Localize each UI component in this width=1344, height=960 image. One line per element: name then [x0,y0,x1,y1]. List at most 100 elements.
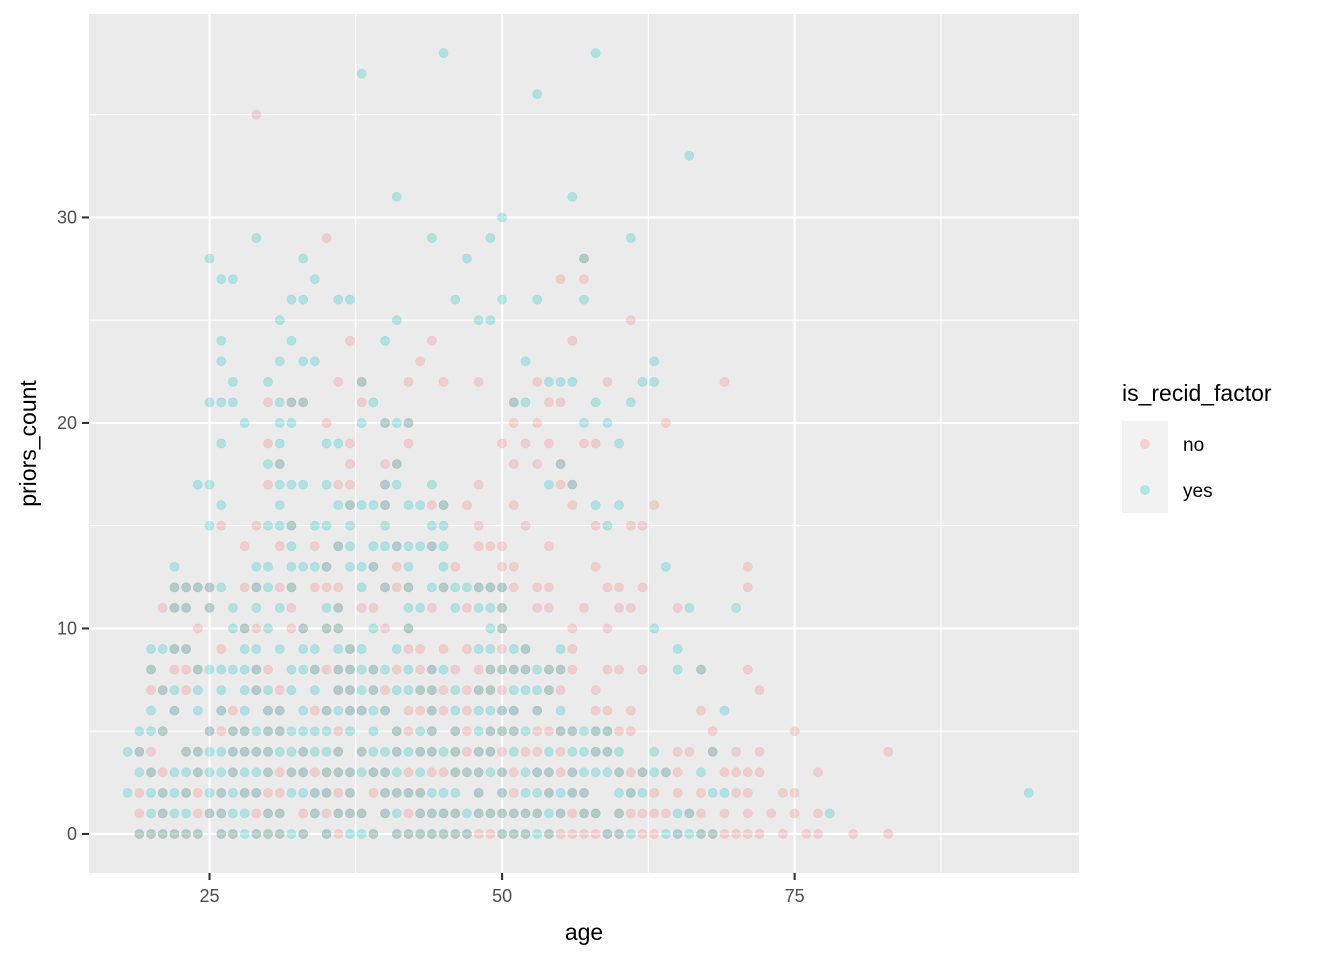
scatter-point [543,664,554,675]
scatter-point [368,726,379,737]
scatter-point [438,48,449,58]
scatter-point [286,787,297,798]
scatter-point [462,746,472,757]
x-axis-title: age [565,919,603,945]
scatter-point [696,767,706,778]
scatter-point [508,808,519,819]
scatter-point [590,520,601,531]
scatter-point [508,500,519,511]
scatter-point [333,376,344,387]
scatter-point [450,808,461,819]
scatter-point [883,829,894,839]
scatter-point [263,746,273,757]
scatter-point [403,726,414,737]
scatter-point [321,561,332,572]
scatter-point [731,767,742,778]
scatter-point [380,582,390,593]
scatter-point [415,829,426,839]
scatter-point [216,520,227,531]
scatter-point [497,726,507,737]
scatter-point [263,520,273,531]
scatter-point [485,685,496,696]
scatter-point [274,726,285,737]
scatter-point [345,685,355,696]
scatter-point [216,787,227,798]
scatter-point [672,829,683,839]
scatter-point [286,726,297,737]
scatter-point [356,746,367,757]
scatter-point [391,191,402,202]
scatter-point [497,808,507,819]
scatter-point [192,685,203,696]
scatter-point [532,705,543,716]
scatter-point [590,685,601,696]
scatter-point [286,603,297,613]
scatter-point [754,829,765,839]
scatter-point [169,829,180,839]
scatter-point [508,829,519,839]
scatter-point [192,664,203,675]
scatter-point [403,746,414,757]
scatter-point [169,705,180,716]
scatter-point [321,582,332,593]
scatter-point [696,829,706,839]
scatter-point [309,808,320,819]
scatter-point [333,541,344,552]
scatter-point [286,582,297,593]
scatter-point [497,582,507,593]
scatter-point [450,603,461,613]
scatter-point [286,767,297,778]
scatter-point [380,582,390,593]
scatter-point [473,685,484,696]
scatter-point [309,664,320,675]
scatter-point [614,787,625,798]
scatter-point [403,664,414,675]
scatter-point [602,623,613,634]
scatter-point [415,541,426,552]
scatter-point [157,787,168,798]
scatter-point [532,829,543,839]
scatter-point [251,746,262,757]
scatter-point [555,644,566,654]
scatter-point [228,787,238,798]
y-axis-title: priors_count [15,380,41,507]
scatter-point [134,808,145,819]
scatter-point [473,767,484,778]
scatter-point [754,685,765,696]
scatter-point [309,787,320,798]
scatter-point [415,808,426,819]
scatter-point [696,664,706,675]
scatter-point [426,541,437,552]
scatter-point [157,726,168,737]
scatter-point [251,623,262,634]
scatter-point [192,829,203,839]
scatter-point [614,767,625,778]
scatter-point [181,603,192,613]
scatter-point [438,644,449,654]
scatter-point [309,582,320,593]
scatter-point [637,664,648,675]
scatter-point [298,664,309,675]
scatter-point [579,438,589,449]
scatter-point [497,726,507,737]
scatter-point [216,500,227,511]
scatter-point [391,459,402,469]
scatter-point [532,664,543,675]
scatter-point [543,767,554,778]
scatter-point [356,808,367,819]
scatter-point [532,705,543,716]
scatter-point [579,767,589,778]
scatter-point [204,603,215,613]
scatter-point [368,500,379,511]
scatter-point [497,438,507,449]
scatter-point [1023,787,1034,798]
scatter-point [368,397,379,408]
scatter-point [251,582,262,593]
scatter-point [157,787,168,798]
legend-label: yes [1183,481,1213,502]
scatter-point [555,746,566,757]
scatter-point [368,603,379,613]
scatter-point [146,746,156,757]
scatter-point [321,787,332,798]
scatter-point [321,808,332,819]
